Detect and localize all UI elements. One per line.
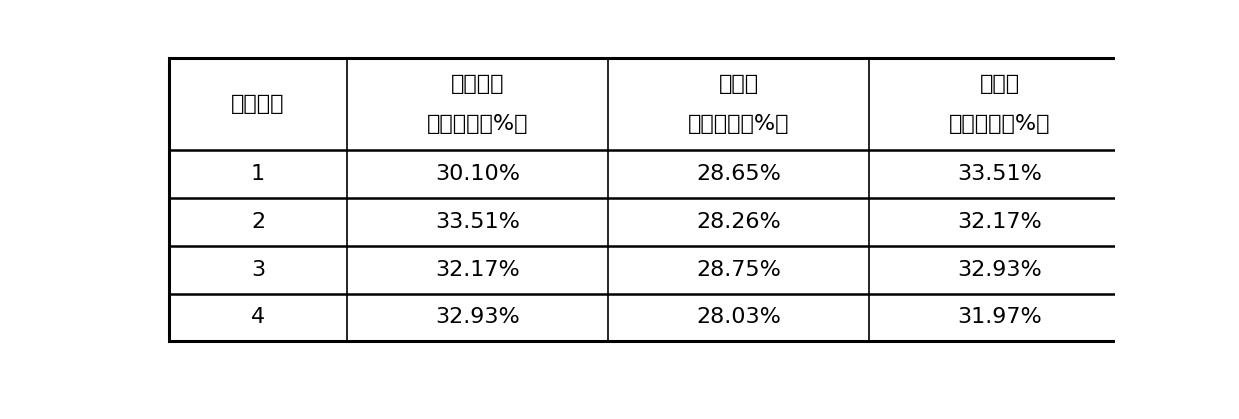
Text: 28.03%: 28.03%	[696, 308, 781, 327]
Text: 再生后: 再生后	[980, 74, 1020, 94]
Text: 33.51%: 33.51%	[958, 164, 1042, 184]
Text: 32.17%: 32.17%	[958, 212, 1042, 232]
Text: 丙烯收率（%）: 丙烯收率（%）	[426, 114, 528, 134]
Text: 32.17%: 32.17%	[435, 260, 520, 279]
Text: 2: 2	[252, 212, 265, 232]
Text: 33.51%: 33.51%	[435, 212, 520, 232]
Text: 4: 4	[252, 308, 265, 327]
Text: 32.93%: 32.93%	[958, 260, 1042, 279]
Text: 31.97%: 31.97%	[958, 308, 1042, 327]
Text: 28.65%: 28.65%	[696, 164, 781, 184]
Text: 32.93%: 32.93%	[435, 308, 520, 327]
Text: 28.26%: 28.26%	[696, 212, 781, 232]
Text: 28.75%: 28.75%	[696, 260, 781, 279]
Text: 反应初期: 反应初期	[451, 74, 504, 94]
Text: 30.10%: 30.10%	[435, 164, 520, 184]
Bar	[170, 58, 1130, 341]
Text: 丙烯收率（%）: 丙烯收率（%）	[688, 114, 789, 134]
Text: 再生前: 再生前	[719, 74, 758, 94]
Text: 3: 3	[252, 260, 265, 279]
Text: 丙烯收率（%）: 丙烯收率（%）	[949, 114, 1051, 134]
Text: 1: 1	[252, 164, 265, 184]
Text: 再生次数: 再生次数	[232, 94, 285, 114]
